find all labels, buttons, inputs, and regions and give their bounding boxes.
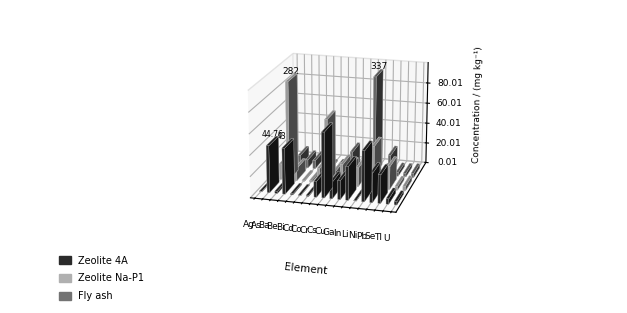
X-axis label: Element: Element (283, 262, 327, 276)
Legend: Zeolite 4A, Zeolite Na-P1, Fly ash: Zeolite 4A, Zeolite Na-P1, Fly ash (55, 252, 148, 305)
